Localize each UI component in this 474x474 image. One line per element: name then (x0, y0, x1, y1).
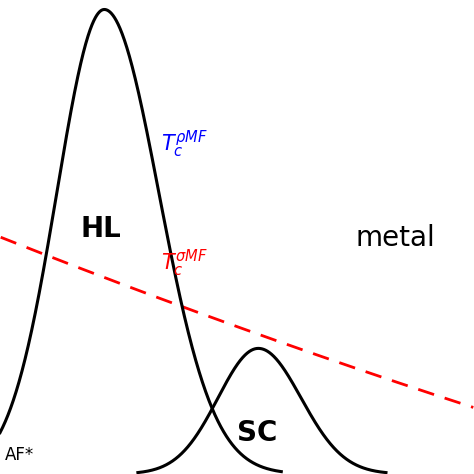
Text: $T_c^{\sigma MF}$: $T_c^{\sigma MF}$ (161, 248, 208, 279)
Text: HL: HL (81, 215, 121, 243)
Text: $T_c^{\rho MF}$: $T_c^{\rho MF}$ (161, 129, 208, 161)
Text: metal: metal (356, 225, 435, 253)
Text: AF*: AF* (5, 446, 34, 464)
Text: SC: SC (237, 419, 277, 447)
